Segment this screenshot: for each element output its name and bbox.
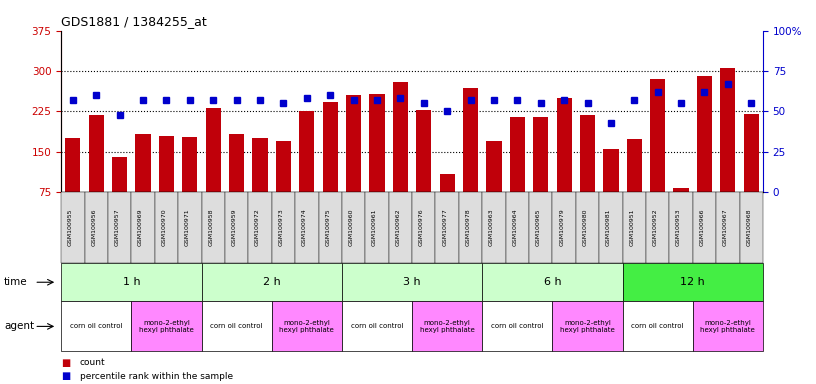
Bar (370, 94, 384, 192)
Text: corn oil control: corn oil control (70, 323, 122, 329)
Text: mono-2-ethyl
hexyl phthalate: mono-2-ethyl hexyl phthalate (419, 320, 475, 333)
Bar (510, 117, 525, 192)
Text: GSM100955: GSM100955 (68, 209, 73, 246)
Bar (697, 76, 712, 192)
Text: GSM100969: GSM100969 (138, 209, 143, 246)
Text: GSM100977: GSM100977 (442, 209, 447, 247)
Bar (135, 134, 151, 192)
Bar (486, 141, 502, 192)
Text: GSM100965: GSM100965 (536, 209, 541, 246)
Text: GSM100980: GSM100980 (583, 209, 588, 246)
Text: GSM100973: GSM100973 (278, 209, 283, 247)
Text: GSM100959: GSM100959 (232, 209, 237, 246)
Text: count: count (80, 358, 105, 367)
Bar (463, 88, 478, 192)
Text: mono-2-ethyl
hexyl phthalate: mono-2-ethyl hexyl phthalate (279, 320, 335, 333)
Text: GSM100951: GSM100951 (629, 209, 634, 246)
Text: ■: ■ (61, 371, 70, 381)
Text: GSM100976: GSM100976 (419, 209, 424, 246)
Text: 2 h: 2 h (263, 277, 281, 287)
Bar (743, 114, 759, 192)
Text: GSM100971: GSM100971 (185, 209, 190, 246)
Bar (627, 139, 642, 192)
Bar (533, 117, 548, 192)
Text: GSM100961: GSM100961 (372, 209, 377, 246)
Text: mono-2-ethyl
hexyl phthalate: mono-2-ethyl hexyl phthalate (560, 320, 615, 333)
Bar (346, 95, 361, 192)
Bar (89, 115, 104, 192)
Text: GSM100956: GSM100956 (91, 209, 96, 246)
Text: GSM100952: GSM100952 (653, 209, 658, 246)
Text: corn oil control: corn oil control (211, 323, 263, 329)
Text: GSM100963: GSM100963 (489, 209, 494, 246)
Bar (416, 110, 432, 192)
Bar (159, 136, 174, 192)
Text: 1 h: 1 h (122, 277, 140, 287)
Text: GSM100975: GSM100975 (326, 209, 330, 246)
Text: GSM100962: GSM100962 (396, 209, 401, 246)
Text: corn oil control: corn oil control (491, 323, 543, 329)
Text: GSM100967: GSM100967 (723, 209, 728, 246)
Text: corn oil control: corn oil control (351, 323, 403, 329)
Bar (603, 149, 619, 192)
Bar (440, 174, 455, 192)
Text: corn oil control: corn oil control (632, 323, 684, 329)
Bar (206, 108, 221, 192)
Bar (322, 102, 338, 192)
Bar (557, 98, 572, 192)
Text: GSM100968: GSM100968 (747, 209, 752, 246)
Bar (673, 188, 689, 192)
Text: time: time (4, 277, 28, 287)
Text: GSM100978: GSM100978 (466, 209, 471, 246)
Text: GSM100958: GSM100958 (208, 209, 213, 246)
Bar (65, 138, 81, 192)
Text: agent: agent (4, 321, 34, 331)
Text: 3 h: 3 h (403, 277, 421, 287)
Text: 12 h: 12 h (681, 277, 705, 287)
Text: percentile rank within the sample: percentile rank within the sample (80, 372, 233, 381)
Text: GSM100953: GSM100953 (676, 209, 681, 246)
Text: GDS1881 / 1384255_at: GDS1881 / 1384255_at (61, 15, 207, 28)
Bar (650, 79, 665, 192)
Text: GSM100981: GSM100981 (606, 209, 611, 246)
Bar (299, 111, 314, 192)
Text: GSM100964: GSM100964 (512, 209, 517, 246)
Text: GSM100960: GSM100960 (348, 209, 353, 246)
Text: GSM100972: GSM100972 (255, 209, 260, 247)
Text: GSM100974: GSM100974 (302, 209, 307, 247)
Bar (276, 141, 291, 192)
Text: GSM100979: GSM100979 (559, 209, 564, 247)
Text: mono-2-ethyl
hexyl phthalate: mono-2-ethyl hexyl phthalate (700, 320, 756, 333)
Text: GSM100966: GSM100966 (699, 209, 704, 246)
Bar (112, 157, 127, 192)
Bar (229, 134, 244, 192)
Bar (182, 137, 197, 192)
Bar (392, 82, 408, 192)
Bar (580, 115, 595, 192)
Text: GSM100957: GSM100957 (115, 209, 120, 246)
Bar (252, 138, 268, 192)
Bar (721, 68, 735, 192)
Text: 6 h: 6 h (543, 277, 561, 287)
Text: mono-2-ethyl
hexyl phthalate: mono-2-ethyl hexyl phthalate (139, 320, 194, 333)
Text: GSM100970: GSM100970 (162, 209, 166, 246)
Text: ■: ■ (61, 358, 70, 368)
